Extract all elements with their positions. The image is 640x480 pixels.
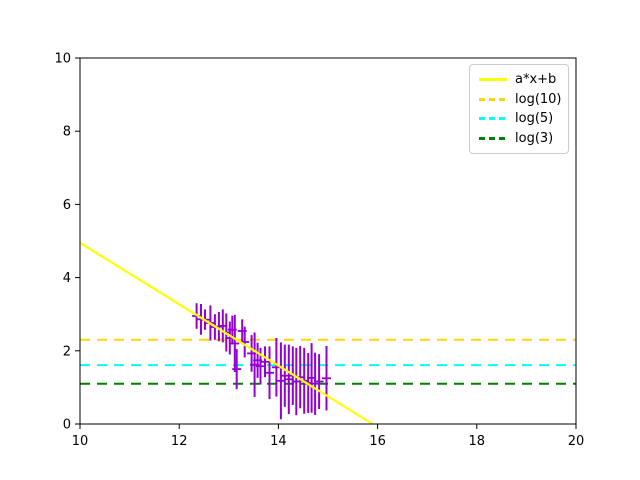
legend-item-log5: log(5) [479, 109, 560, 129]
legend-label-log5: log(5) [515, 111, 554, 127]
y-tick-label: 10 [54, 52, 71, 67]
y-tick-label: 2 [63, 344, 71, 359]
legend-label-log3: log(3) [515, 130, 554, 146]
x-tick-label: 16 [369, 434, 386, 449]
x-tick-label: 14 [270, 434, 287, 449]
x-tick-label: 12 [171, 434, 188, 449]
legend: a*x+b log(10) log(5) log(3) [469, 64, 569, 154]
legend-label-log10: log(10) [515, 91, 562, 107]
log10-line-swatch [479, 97, 507, 101]
x-tick-label: 20 [568, 434, 585, 449]
y-tick-label: 8 [63, 125, 71, 140]
log3-line-swatch [479, 136, 507, 140]
legend-item-log10: log(10) [479, 90, 562, 110]
reference-hlines [80, 338, 576, 385]
y-tick-label: 6 [63, 198, 71, 213]
fit-line [79, 241, 374, 425]
legend-label-fit-line: a*x+b [515, 72, 557, 88]
y-tick-label: 4 [63, 271, 71, 286]
x-tick-label: 10 [72, 434, 89, 449]
legend-item-log3: log(3) [479, 129, 560, 149]
y-axis: 0 2 4 6 8 10 [54, 52, 80, 433]
x-tick-label: 18 [469, 434, 486, 449]
legend-item-fit-line: a*x+b [479, 70, 560, 90]
log5-line-swatch [479, 117, 507, 121]
x-axis: 10 12 14 16 18 20 [72, 424, 585, 449]
axes-frame [79, 57, 577, 425]
fit-line-swatch [479, 78, 507, 82]
y-tick-label: 0 [63, 418, 71, 433]
